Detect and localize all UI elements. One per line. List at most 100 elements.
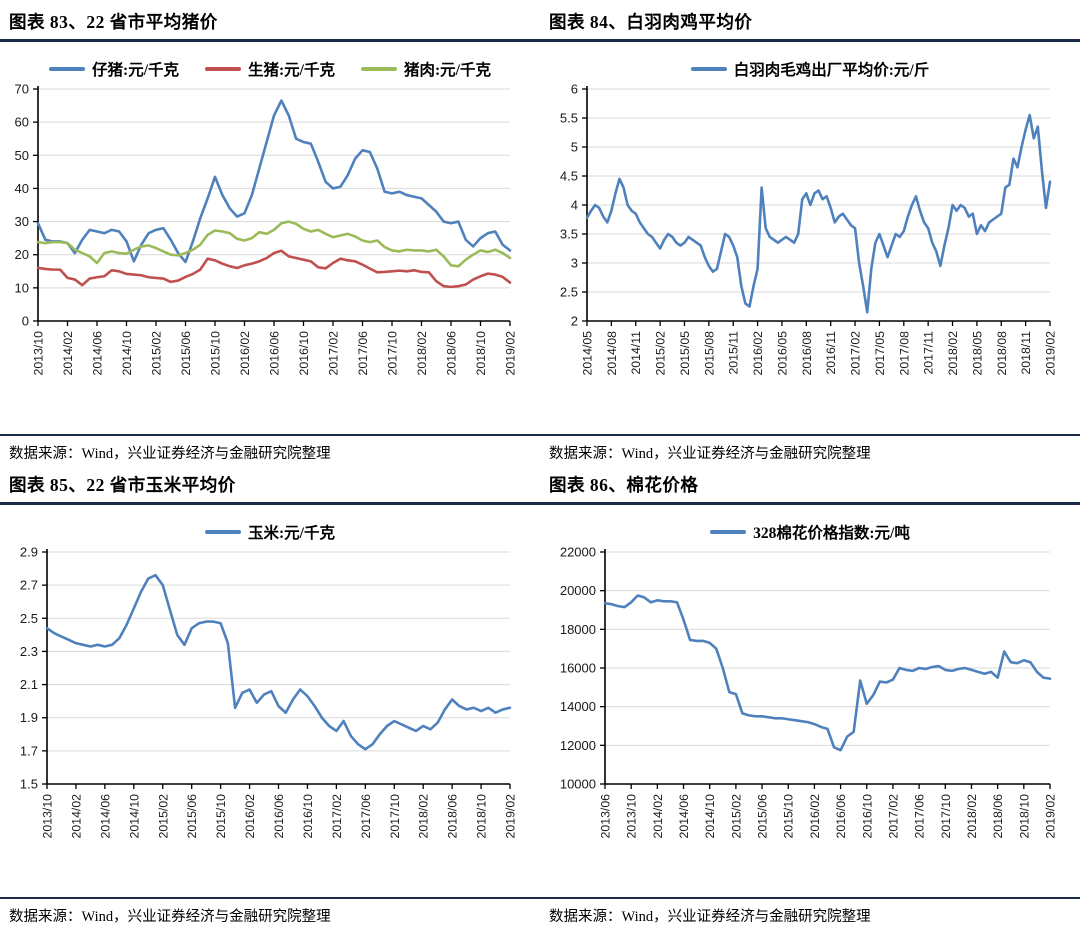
series-line	[603, 594, 1052, 752]
line-chart: 2 2.5 3 3.5 4 4.5 5 5.5 6 2014/05 2014/08 2014/11 20…	[560, 82, 1058, 376]
x-tick-label: 2018/06	[445, 331, 459, 376]
y-tick-label: 2.3	[20, 644, 38, 659]
y-tick-label: 5	[571, 140, 578, 155]
legend-label: 328棉花价格指数:元/吨	[753, 525, 910, 542]
panel-title: 图表 85、22 省市玉米平均价	[9, 475, 236, 495]
chart-area: 0 10 20 30 40 50 60 70 2013/10 2014/02 2014/06 2014…	[0, 81, 540, 399]
y-tick-label: 30	[15, 214, 29, 229]
source-note: 数据来源：Wind，兴业证券经济与金融研究院整理	[549, 909, 871, 925]
x-tick-label: 2014/02	[651, 794, 665, 839]
y-tick-label: 6	[571, 82, 578, 97]
y-tick-label: 2	[571, 314, 578, 329]
x-tick-label: 2013/10	[41, 794, 55, 839]
x-tick-label: 2015/10	[214, 794, 228, 839]
x-tick-label: 2016/02	[243, 794, 257, 839]
x-tick-label: 2017/06	[356, 331, 370, 376]
y-tick-label: 22000	[560, 545, 596, 560]
legend-item: 白羽肉毛鸡出厂平均价:元/斤	[690, 58, 930, 80]
source-note: 数据来源：Wind，兴业证券经济与金融研究院整理	[9, 909, 331, 925]
x-tick-label: 2016/02	[808, 794, 822, 839]
x-tick-label: 2016/06	[834, 794, 848, 839]
legend-label: 仔猪:元/千克	[92, 62, 180, 79]
x-tick-label: 2019/02	[1044, 794, 1058, 839]
legend: 328棉花价格指数:元/吨	[540, 520, 1080, 544]
source-divider	[540, 897, 1080, 899]
y-tick-label: 1.9	[20, 710, 38, 725]
x-tick-label: 2018/02	[415, 331, 429, 376]
x-tick-label: 2016/02	[751, 331, 765, 376]
x-tick-label: 2014/06	[677, 794, 691, 839]
chart-panel-86: 图表 86、棉花价格 328棉花价格指数:元/吨 10000 12000 14000…	[540, 463, 1080, 926]
line-chart: 0 10 20 30 40 50 60 70 2013/10 2014/02 2014/06 2014…	[15, 82, 518, 376]
x-tick-label: 2016/06	[272, 794, 286, 839]
legend-line-swatch	[710, 530, 747, 534]
source-block: 数据来源：Wind，兴业证券经济与金融研究院整理	[540, 897, 1080, 926]
y-tick-label: 60	[15, 115, 29, 130]
y-tick-label: 18000	[560, 622, 596, 637]
x-tick-label: 2018/02	[965, 794, 979, 839]
x-tick-label: 2018/11	[1019, 331, 1033, 375]
y-tick-label: 14000	[560, 699, 596, 714]
x-tick-label: 2016/10	[860, 794, 874, 839]
source-note: 数据来源：Wind，兴业证券经济与金融研究院整理	[9, 446, 331, 462]
legend-line-swatch	[690, 67, 727, 71]
x-tick-label: 2018/05	[970, 331, 984, 376]
x-tick-label: 2019/02	[504, 794, 518, 839]
panel-title: 图表 84、白羽肉鸡平均价	[549, 12, 753, 32]
legend-line-swatch	[205, 67, 242, 71]
y-tick-label: 2.5	[20, 611, 38, 626]
y-tick-label: 3	[571, 256, 578, 271]
y-tick-label: 1.5	[20, 777, 38, 792]
x-tick-label: 2015/06	[179, 331, 193, 376]
line-chart: 10000 12000 14000 16000 18000 20000 22000 2013/…	[560, 545, 1058, 839]
title-divider	[540, 39, 1080, 42]
y-tick-label: 12000	[560, 738, 596, 753]
chart-panel-83: 图表 83、22 省市平均猪价 仔猪:元/千克 生猪:元/千克 猪肉:元/千克 0 1…	[0, 0, 540, 463]
legend-label: 白羽肉毛鸡出厂平均价:元/斤	[733, 62, 930, 79]
x-tick-label: 2013/06	[599, 794, 613, 839]
chart-area: 2 2.5 3 3.5 4 4.5 5 5.5 6 2014/05 2014/08 2014/11 20…	[540, 81, 1080, 399]
x-tick-label: 2019/02	[504, 331, 518, 376]
x-tick-label: 2017/10	[386, 331, 400, 376]
x-tick-label: 2019/02	[1044, 331, 1058, 376]
x-tick-label: 2017/06	[359, 794, 373, 839]
y-tick-label: 2.1	[20, 677, 38, 692]
x-tick-label: 2018/10	[474, 331, 488, 376]
x-tick-label: 2015/06	[185, 794, 199, 839]
line-chart: 1.5 1.7 1.9 2.1 2.3 2.5 2.7 2.9 2013/10 2014/02 20…	[20, 545, 518, 839]
x-tick-label: 2015/10	[209, 331, 223, 376]
x-tick-label: 2017/02	[330, 794, 344, 839]
legend-item: 仔猪:元/千克	[49, 58, 179, 80]
x-tick-label: 2015/02	[729, 794, 743, 839]
x-tick-label: 2018/10	[1017, 794, 1031, 839]
series-line	[585, 113, 1052, 314]
source-divider	[540, 434, 1080, 436]
x-tick-label: 2017/02	[849, 331, 863, 376]
x-tick-label: 2018/02	[946, 331, 960, 376]
y-tick-label: 10	[15, 280, 29, 295]
x-tick-label: 2017/10	[388, 794, 402, 839]
x-tick-label: 2018/02	[417, 794, 431, 839]
series-line	[36, 220, 512, 268]
series-line	[45, 573, 512, 751]
chart-area: 10000 12000 14000 16000 18000 20000 22000 2013/…	[540, 544, 1080, 862]
y-tick-label: 2.7	[20, 578, 38, 593]
legend: 白羽肉毛鸡出厂平均价:元/斤	[540, 57, 1080, 81]
x-tick-label: 2017/05	[873, 331, 887, 376]
x-tick-label: 2015/02	[150, 331, 164, 376]
source-note: 数据来源：Wind，兴业证券经济与金融研究院整理	[549, 446, 871, 462]
chart-panel-85: 图表 85、22 省市玉米平均价 玉米:元/千克 1.5 1.7 1.9 2.1 2.3…	[0, 463, 540, 926]
x-tick-label: 2014/08	[605, 331, 619, 376]
source-divider	[0, 434, 540, 436]
x-tick-label: 2014/06	[98, 794, 112, 839]
x-tick-label: 2017/11	[922, 331, 936, 375]
legend-label: 生猪:元/千克	[248, 62, 335, 79]
x-tick-label: 2016/10	[297, 331, 311, 376]
y-tick-label: 50	[15, 148, 29, 163]
legend-line-swatch	[49, 67, 86, 71]
legend-item: 328棉花价格指数:元/吨	[710, 521, 910, 543]
y-tick-label: 20	[15, 247, 29, 262]
y-tick-label: 3.5	[560, 227, 578, 242]
x-tick-label: 2015/11	[727, 331, 741, 375]
legend-item: 玉米:元/千克	[205, 521, 335, 543]
